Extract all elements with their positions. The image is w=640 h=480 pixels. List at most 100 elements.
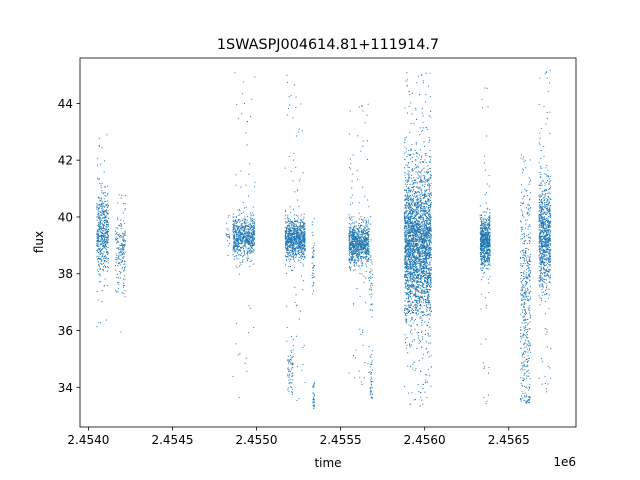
data-point [304,242,306,244]
data-point [370,289,372,291]
data-point [314,404,315,406]
data-point [296,366,298,368]
data-point [353,261,355,263]
data-point [424,192,426,194]
data-point [313,253,315,255]
data-point [104,217,106,219]
data-point [405,232,407,234]
data-point [237,258,239,260]
data-point [366,243,368,245]
data-point [96,249,98,251]
data-point [287,253,289,255]
data-point [99,211,101,213]
data-point [254,76,256,78]
data-point [103,227,105,229]
data-point [123,270,125,271]
data-point [354,235,356,237]
data-point [293,255,295,257]
data-point [117,247,119,249]
data-point [98,264,100,265]
data-point [426,282,428,283]
data-point [119,235,121,237]
data-point [290,235,292,237]
data-point [243,227,245,229]
data-point [100,206,102,207]
data-point [312,256,314,258]
data-point [415,223,417,225]
data-point [252,229,254,230]
data-point [286,243,288,245]
data-point [302,263,304,265]
data-point [100,239,102,241]
data-point [426,256,428,258]
data-point [371,387,373,389]
data-point [243,248,244,250]
data-point [363,233,365,235]
data-point [100,252,102,254]
data-point [367,244,369,246]
data-point [412,197,414,199]
data-point [105,209,107,211]
data-point [233,242,235,244]
data-point [424,203,425,205]
data-point [412,210,413,212]
data-point [289,241,291,243]
data-point [233,213,235,215]
data-point [353,234,355,236]
data-point [406,315,408,317]
data-point [124,263,126,265]
data-point [360,232,362,233]
data-point [422,271,424,273]
data-point [313,398,315,400]
data-point [254,224,256,226]
data-point [303,226,305,227]
data-point [422,403,424,405]
data-point [361,241,363,243]
data-point [285,210,286,212]
data-point [313,249,315,251]
data-point [115,227,117,229]
data-point [243,222,245,224]
data-point [291,269,292,271]
data-point [303,225,305,227]
data-point [414,211,416,213]
data-point [299,240,300,242]
data-point [296,304,298,306]
data-point [365,270,367,272]
data-point [414,218,416,220]
data-point [364,249,366,251]
data-point [348,372,350,374]
data-point [292,221,293,223]
data-point [121,260,123,261]
data-point [240,239,241,241]
data-point [241,240,243,242]
data-point [123,282,125,284]
data-point [428,172,429,173]
data-point [250,228,252,230]
data-point [249,212,251,214]
data-point [107,234,109,236]
data-point [300,256,301,258]
data-point [411,180,413,182]
data-point [361,221,363,223]
data-point [409,256,410,258]
data-point [421,218,423,220]
data-point [296,226,298,227]
data-point [288,222,290,224]
data-point [355,236,356,238]
data-point [363,226,365,228]
data-point [117,240,119,242]
data-point [248,247,250,249]
data-point [104,264,105,266]
data-point [356,254,358,255]
data-point [291,392,293,394]
data-point [246,241,248,243]
data-point [226,228,228,230]
data-point [313,404,315,406]
data-point [123,260,125,262]
data-point [427,275,429,277]
data-point [410,254,412,256]
data-point [425,72,427,74]
data-point [404,183,406,185]
data-point [121,251,123,253]
